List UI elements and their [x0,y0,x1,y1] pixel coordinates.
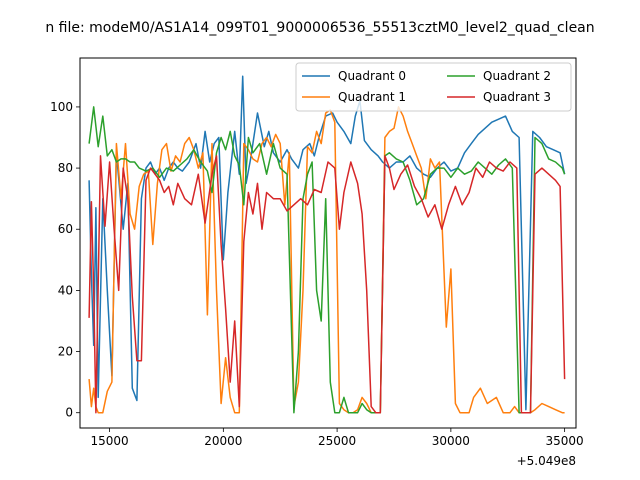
plot-frame [79,57,577,429]
x-tick-label: 20000 [204,434,242,448]
series-layer [88,75,566,414]
x-tick-label: 30000 [432,434,470,448]
y-tick-label: 20 [58,345,73,359]
y-tick-label: 40 [58,283,73,297]
chart-title: n file: modeM0/AS1A14_099T01_9000006536_… [45,20,595,36]
legend: Quadrant 0 Quadrant 1 Quadrant 2 Quadrant 3 [295,62,572,112]
series-line-quadrant-3 [88,155,566,414]
x-tick-label: 15000 [90,434,128,448]
y-tick-label: 0 [65,406,73,420]
series-line-quadrant-2 [88,106,566,414]
x-tick-label: 25000 [318,434,356,448]
legend-label: Quadrant 1 [338,90,406,104]
x-axis: 15000 20000 25000 30000 35000 [90,428,584,448]
legend-label: Quadrant 3 [483,90,551,104]
series-line-quadrant-0 [88,75,566,411]
x-axis-offset-label: +5.049e8 [517,454,576,468]
legend-box [295,62,572,112]
y-tick-label: 100 [50,100,73,114]
legend-label: Quadrant 2 [483,69,551,83]
series-line-quadrant-1 [88,106,565,414]
y-tick-label: 80 [58,161,73,175]
x-tick-label: 35000 [546,434,584,448]
y-tick-label: 60 [58,222,73,236]
y-axis: 0 20 40 60 80 100 [50,100,80,420]
legend-label: Quadrant 0 [338,69,406,83]
